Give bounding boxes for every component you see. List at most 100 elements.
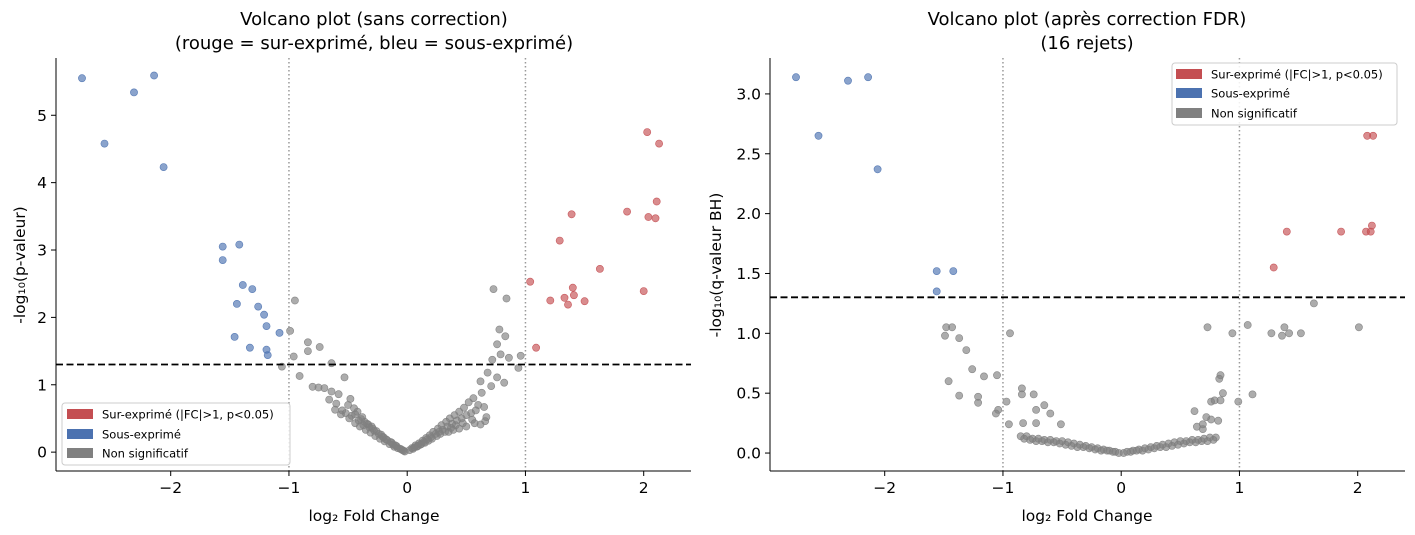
point-non-significatif [1203,323,1212,332]
x-axis-label: log₂ Fold Change [308,507,439,525]
point-non-significatif [1057,420,1065,429]
y-tick-label: 0.5 [736,385,761,403]
point-non-significatif [500,378,509,387]
point-non-significatif [1126,447,1135,456]
point-sur-exprime [652,197,661,206]
point-sur-exprime [568,283,577,292]
point-non-significatif [1280,323,1289,332]
point-sous-exprime [932,287,941,296]
point-sur-exprime [526,277,535,286]
x-tick-label: 2 [639,479,649,497]
point-sur-exprime [655,139,663,148]
point-sous-exprime [218,256,227,264]
point-non-significatif [1109,447,1117,456]
point-sous-exprime [78,74,86,83]
point-sous-exprime [949,267,958,275]
point-non-significatif [1355,323,1363,332]
point-non-significatif [1190,407,1199,415]
point-sur-exprime [623,207,631,216]
legend-frame [1171,62,1398,126]
x-tick-label: −1 [278,479,301,497]
point-sur-exprime [1269,263,1278,272]
point-non-significatif [444,427,453,436]
point-sous-exprime [232,299,241,308]
y-tick-label: 1.5 [736,265,761,283]
point-non-significatif [1006,329,1014,338]
point-non-significatif [992,409,1000,418]
legend-label-down: Sous-exprimé [102,428,181,442]
point-non-significatif [327,359,336,368]
point-non-significatif [470,419,479,428]
point-sur-exprime [596,264,604,273]
legend-label-up: Sur-exprimé (|FC|>1, p<0.05) [102,408,274,422]
point-non-significatif [489,285,498,293]
point-non-significatif [344,401,352,409]
x-tick-label: −2 [159,479,182,497]
x-tick-label: 1 [521,479,531,497]
chart-title-line-1: Volcano plot (sans correction) [240,9,508,30]
point-sous-exprime [844,76,852,85]
legend-swatch-up [67,409,93,419]
point-non-significatif [1119,449,1128,457]
point-non-significatif [476,377,485,386]
legend-label-down: Sous-exprimé [1211,87,1290,101]
point-non-significatif [340,373,349,382]
point-sur-exprime [643,128,652,136]
point-non-significatif [487,382,496,390]
point-non-significatif [464,398,473,407]
y-tick-label: 1 [37,376,47,394]
y-tick-label: 4 [37,174,47,192]
point-non-significatif [1214,416,1223,425]
legend: Sur-exprimé (|FC|>1, p<0.05) Sous-exprim… [61,402,291,466]
point-sous-exprime [248,285,257,293]
y-axis-label: -log₁₀(p-valeur) [11,206,29,323]
legend-label-up: Sur-exprimé (|FC|>1, p<0.05) [1211,68,1383,82]
x-tick-label: −2 [873,479,896,497]
x-tick-label: 1 [1235,479,1245,497]
point-non-significatif [1019,419,1027,427]
point-non-significatif [1207,415,1215,424]
x-tick-label: −1 [992,479,1015,497]
point-sous-exprime [260,310,268,319]
point-non-significatif [290,296,299,305]
point-sous-exprime [238,281,247,289]
point-non-significatif [941,331,949,340]
point-non-significatif [410,443,419,452]
point-non-significatif [367,422,376,431]
point-sous-exprime [218,242,227,251]
legend-label-ns: Non significatif [102,447,189,461]
point-non-significatif [483,368,492,377]
point-non-significatif [1234,397,1243,406]
point-sous-exprime [150,71,158,80]
point-sur-exprime [570,291,578,300]
point-non-significatif [303,338,312,347]
point-sous-exprime [263,351,272,359]
point-non-significatif [303,347,312,355]
point-non-significatif [493,340,501,349]
point-non-significatif [325,395,334,404]
point-non-significatif [289,352,298,361]
point-non-significatif [1005,420,1013,429]
point-non-significatif [955,334,964,342]
point-non-significatif [1002,397,1011,406]
y-tick-label: 2.5 [736,145,761,163]
point-non-significatif [334,390,343,399]
plot-area: −2 −1 0 1 2 0 1 2 3 4 5 [37,58,691,497]
point-sous-exprime [792,73,800,82]
point-sur-exprime [1366,227,1375,236]
point-non-significatif [1310,299,1318,308]
point-non-significatif [320,384,329,392]
point-sur-exprime [1337,227,1345,236]
point-sur-exprime [532,343,540,352]
point-non-significatif [1198,425,1207,433]
point-non-significatif [980,372,988,381]
y-tick-label: 5 [37,107,47,125]
point-non-significatif [286,326,294,335]
point-non-significatif [1278,331,1286,340]
legend-swatch-down [1176,88,1202,98]
point-non-significatif [993,371,1001,380]
point-sur-exprime [546,296,555,305]
point-sur-exprime [560,293,569,302]
point-non-significatif [357,415,365,423]
